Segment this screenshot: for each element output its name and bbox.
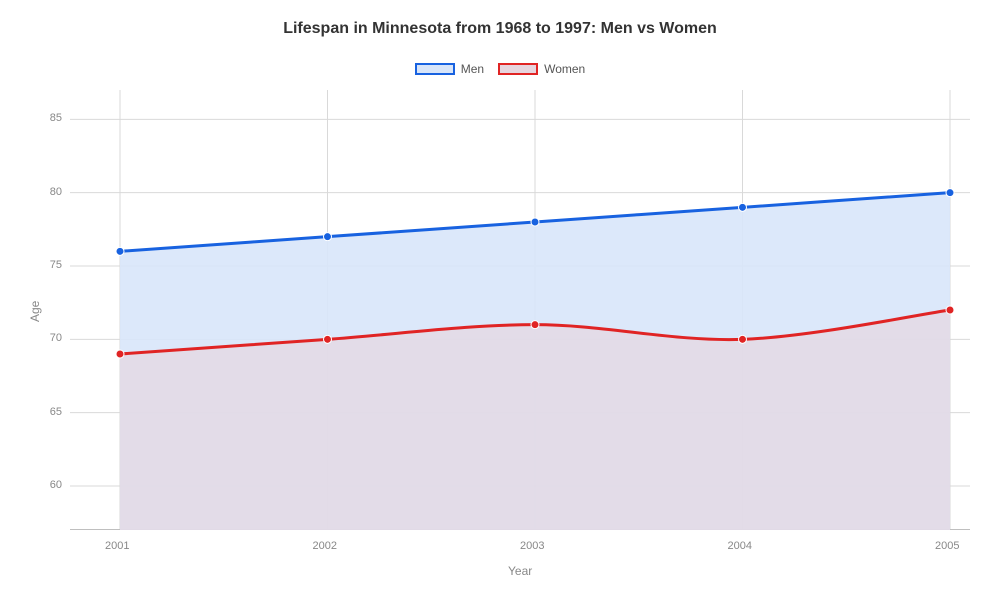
y-tick-label: 70 <box>50 332 62 344</box>
x-tick-label: 2003 <box>520 540 544 552</box>
legend-label-women: Women <box>544 62 585 76</box>
legend-label-men: Men <box>461 62 484 76</box>
legend-swatch-women <box>498 63 538 75</box>
x-tick-label: 2005 <box>935 540 959 552</box>
legend-item-men[interactable]: Men <box>415 62 484 76</box>
chart-container: Lifespan in Minnesota from 1968 to 1997:… <box>0 0 1000 600</box>
chart-plot <box>70 90 970 530</box>
y-tick-label: 85 <box>50 112 62 124</box>
x-tick-label: 2001 <box>105 540 129 552</box>
y-tick-label: 75 <box>50 259 62 271</box>
chart-title: Lifespan in Minnesota from 1968 to 1997:… <box>0 20 1000 38</box>
y-tick-label: 65 <box>50 406 62 418</box>
x-tick-label: 2004 <box>728 540 752 552</box>
y-tick-label: 80 <box>50 186 62 198</box>
y-axis-label: Age <box>28 301 42 322</box>
y-tick-label: 60 <box>50 479 62 491</box>
chart-legend: Men Women <box>0 62 1000 76</box>
legend-swatch-men <box>415 63 455 75</box>
legend-item-women[interactable]: Women <box>498 62 585 76</box>
x-tick-label: 2002 <box>313 540 337 552</box>
x-axis-label: Year <box>508 564 532 578</box>
